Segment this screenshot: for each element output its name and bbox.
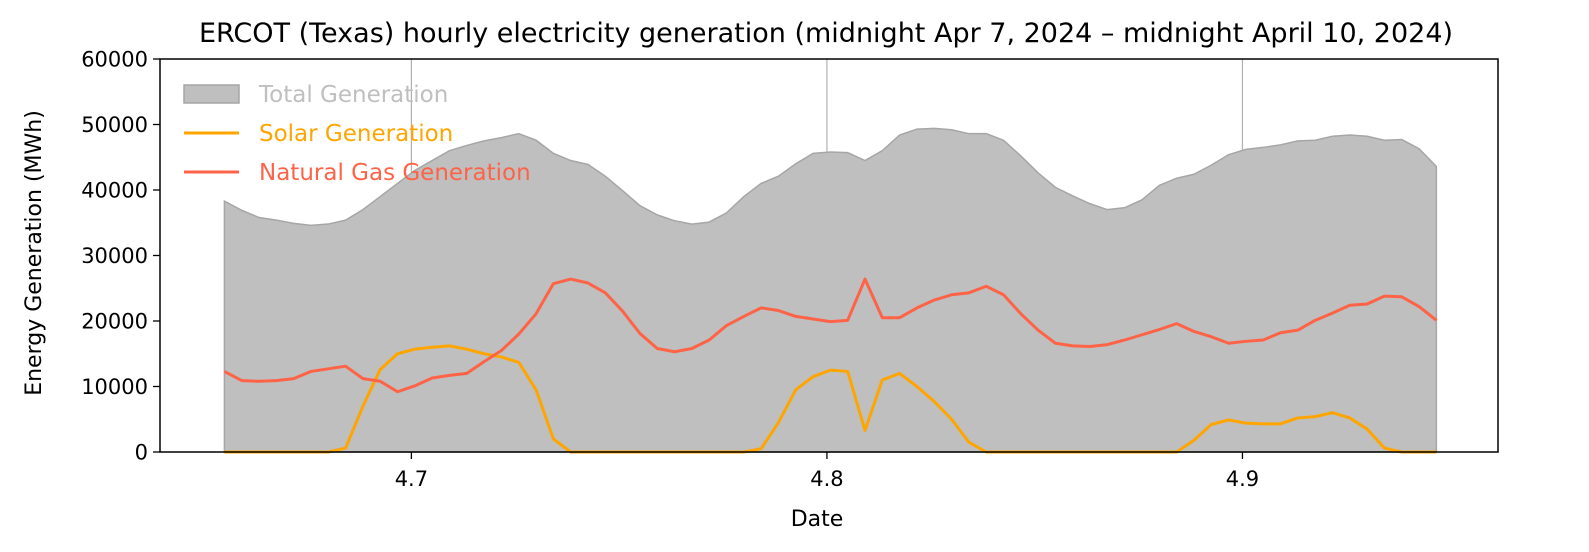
chart-title: ERCOT (Texas) hourly electricity generat… (199, 18, 1453, 49)
x-tick-label-0: 4.7 (395, 467, 428, 491)
series-natural-gas-generation (223, 277, 1438, 394)
y-tick-label-1: 10000 (81, 375, 148, 399)
legend-swatch-total-generation (183, 84, 240, 104)
series-layer (223, 127, 1438, 454)
y-tick-label-0: 0 (135, 441, 148, 465)
series-total-generation (223, 127, 1438, 453)
y-tick-label-6: 60000 (81, 48, 148, 72)
x-tick-label-2: 4.9 (1226, 467, 1259, 491)
legend-label-solar-generation: Solar Generation (259, 121, 453, 147)
y-tick-label-3: 30000 (81, 244, 148, 268)
y-tick-label-5: 50000 (81, 113, 148, 137)
y-axis-label: Energy Generation (MWh) (22, 110, 47, 396)
axes: 0 10000 20000 30000 40000 50000 60000 4.7 4.8 4.9 (81, 48, 1499, 491)
x-axis-label: Date (791, 507, 844, 532)
series-solar-generation (224, 344, 1437, 454)
legend-label-total-generation: Total Generation (258, 82, 448, 108)
legend: Total Generation Solar Generation Natural … (183, 82, 531, 186)
y-tick-label-4: 40000 (81, 179, 148, 203)
y-tick-label-2: 20000 (81, 310, 148, 334)
x-tick-label-1: 4.8 (810, 467, 843, 491)
legend-label-natural-gas-generation: Natural Gas Generation (259, 160, 531, 186)
